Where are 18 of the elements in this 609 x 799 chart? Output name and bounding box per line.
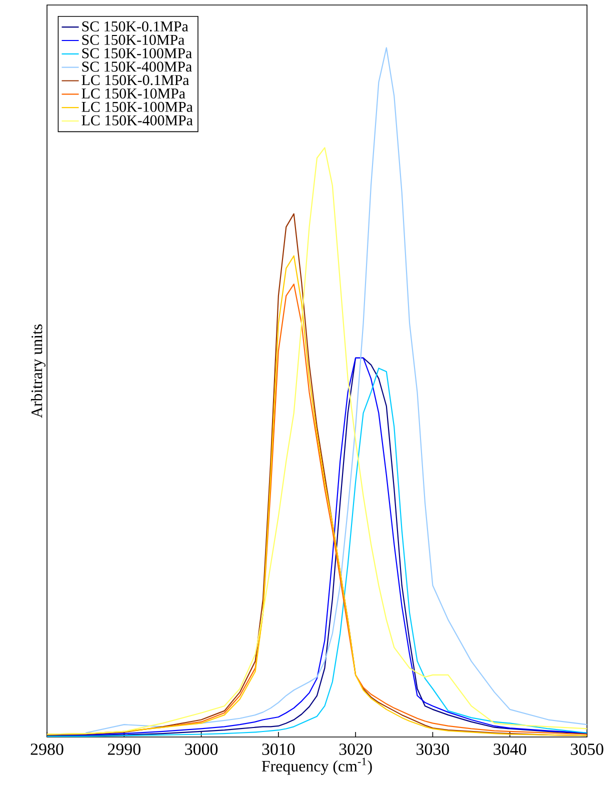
legend-label: SC 150K-0.1MPa <box>82 21 188 32</box>
x-tick-label: 3000 <box>185 744 218 755</box>
legend-label: LC 150K-400MPa <box>82 115 193 126</box>
x-tick-label: 3040 <box>494 744 526 755</box>
x-tick-label: 2980 <box>30 744 64 755</box>
legend-label: LC 150K-0.1MPa <box>82 75 190 86</box>
legend-label: SC 150K-100MPa <box>82 48 192 58</box>
legend-label: SC 150K-400MPa <box>82 62 192 72</box>
x-tick-label: 3050 <box>570 744 604 755</box>
legend-label: LC 150K-100MPa <box>82 102 193 112</box>
x-tick-label: 3010 <box>262 744 295 755</box>
x-axis-title: Frequency (cm$^{-1}$) <box>262 758 372 775</box>
x-tick-label: 2990 <box>108 744 140 755</box>
x-tick-label: 3020 <box>339 744 372 755</box>
y-axis-title: Arbitrary units <box>30 324 46 418</box>
x-tick-label: 3030 <box>416 744 450 755</box>
legend-label: LC 150K-10MPa <box>82 88 186 99</box>
legend-label: SC 150K-10MPa <box>82 34 184 45</box>
